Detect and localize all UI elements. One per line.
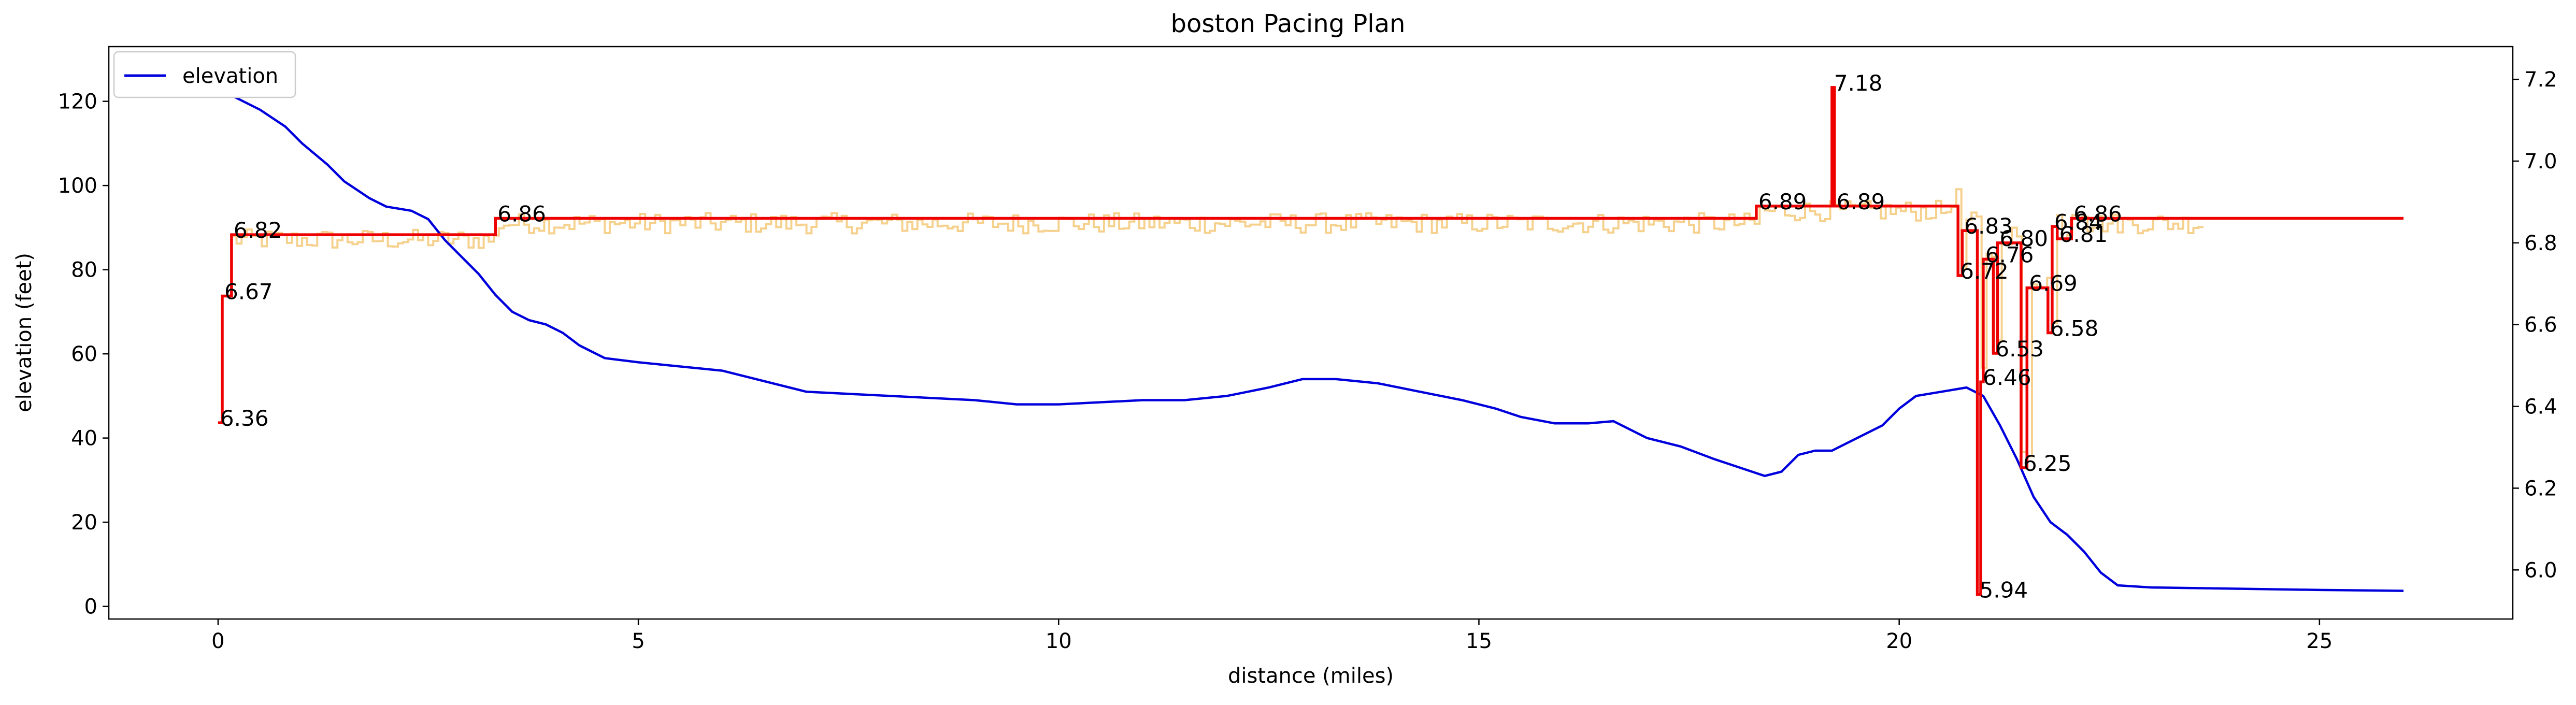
pace-annotation-11: 6.69	[2029, 271, 2078, 296]
y-left-tick-label: 100	[58, 174, 97, 198]
pace-plan-line	[218, 86, 2404, 596]
pace-annotation-0: 6.36	[220, 406, 269, 431]
pace-annotation-9: 6.76	[1985, 242, 2034, 267]
legend: elevation	[113, 51, 296, 98]
plot-frame	[108, 46, 2514, 620]
y-left-tick-label: 80	[71, 258, 97, 282]
y-right-tick-label: 6.8	[2524, 232, 2557, 255]
pace-annotation-7: 6.83	[1964, 213, 2013, 239]
pace-annotation-18: 6.58	[2050, 316, 2099, 341]
y-left-tick-label: 0	[84, 595, 97, 619]
legend-box	[113, 51, 296, 98]
x-tick-label: 20	[1886, 629, 1912, 653]
pace-annotation-13: 6.46	[1983, 365, 2031, 390]
elevation-line	[217, 79, 2404, 592]
chart-title: boston Pacing Plan	[1171, 9, 1406, 38]
x-axis-label: distance (miles)	[1228, 664, 1394, 688]
y-left-tick-label: 120	[58, 90, 97, 114]
y-left-tick-label: 40	[71, 427, 97, 451]
y-left-tick-label: 20	[71, 511, 97, 535]
chart-marks: 6.36 6.67 6.82 6.86 6.89 7.18 6.89 6.83 6.726.76…	[217, 70, 2404, 603]
x-tick-label: 0	[211, 629, 224, 653]
pace-annotation-10: 6.80	[1999, 226, 2048, 251]
y-left-tick-label: 60	[71, 342, 97, 366]
pace-annotation-4: 6.89	[1758, 189, 1807, 214]
pace-annotation-16: 6.84	[2054, 209, 2103, 235]
y-right-tick-label: 7.0	[2524, 150, 2557, 174]
pace-annotation-8: 6.72	[1960, 258, 2009, 284]
pace-annotation-5: 7.18	[1834, 70, 1883, 96]
y-right-tick-label: 6.4	[2524, 395, 2557, 419]
pace-annotation-6: 6.89	[1837, 189, 1885, 214]
pace-annotation-19: 6.86	[2073, 202, 2122, 227]
x-tick-label: 5	[632, 629, 645, 653]
pace-annotation-1: 6.67	[224, 279, 273, 304]
y-axis-label: elevation (feet)	[12, 253, 36, 412]
legend-label-elevation: elevation	[182, 64, 278, 88]
x-tick-label: 25	[2306, 629, 2332, 653]
x-tick-label: 15	[1466, 629, 1492, 653]
y-right-tick-label: 7.2	[2524, 68, 2557, 92]
y-right-tick-label: 6.0	[2524, 558, 2557, 582]
pace-annotation-12: 6.53	[1995, 336, 2044, 362]
y-right-tick-label: 6.2	[2524, 477, 2557, 500]
pace-annotation-17: 6.81	[2059, 222, 2108, 247]
y-right-tick-label: 6.6	[2524, 313, 2557, 337]
x-tick-label: 10	[1046, 629, 1072, 653]
pace-annotation-2: 6.82	[234, 218, 282, 243]
pace-annotation-14: 6.25	[2023, 451, 2072, 476]
pace-raw-line	[231, 188, 2203, 458]
pace-annotation-3: 6.86	[497, 202, 546, 227]
chart-axes: 0 5 10 15 20 25 0 20 40 60 80 100 120 6.0 6.2 6.4 6.6 6.8…	[58, 68, 2557, 653]
pace-annotation-15: 5.94	[1980, 578, 2028, 603]
